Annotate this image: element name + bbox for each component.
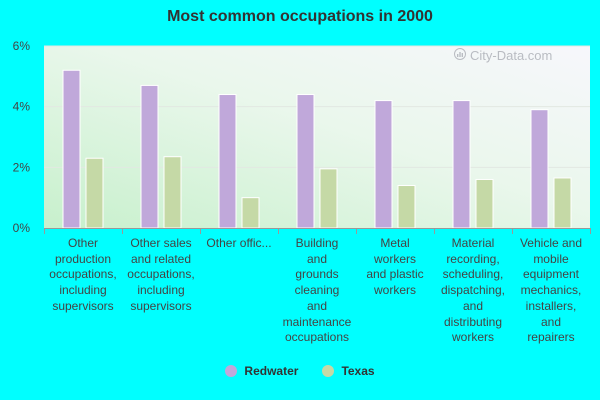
x-tick-label-line: occupations, — [127, 267, 195, 282]
x-tick-label-line: Vehicle and — [519, 236, 583, 250]
legend-label-texas: Texas — [341, 364, 375, 378]
legend-label-redwater: Redwater — [244, 364, 299, 378]
x-tick-label-line: Building — [295, 236, 339, 250]
x-tick-label-line: occupations, — [49, 267, 117, 282]
x-tick-label-line: workers — [451, 330, 494, 345]
x-tick-label: Other offic... — [201, 236, 277, 252]
bar-texas — [397, 185, 416, 229]
x-tick-label-line: production — [54, 251, 112, 266]
x-tick-label-line: repairers — [527, 330, 575, 345]
bar-redwater — [218, 94, 237, 229]
x-tick-label-line: supervisors — [52, 298, 114, 313]
x-tick-label-line: equipment — [522, 267, 580, 282]
x-tick-label: Other sales and related occupations, includ… — [123, 236, 199, 315]
legend-item-redwater: Redwater — [225, 364, 298, 378]
x-tick-label: Vehicle and mobile equipment mechanics, inst… — [513, 236, 589, 346]
x-tick-label: Material recording, scheduling, dispatching… — [435, 236, 511, 346]
bar-texas — [553, 177, 572, 229]
x-tick-label-line: Metal — [380, 236, 410, 250]
x-tick-label-line: and — [306, 298, 328, 313]
x-tick-label-line: and related — [130, 251, 192, 266]
x-tick-label-line: maintenance — [282, 314, 352, 329]
x-tick-label-line: occupations — [284, 330, 350, 345]
bar-texas — [475, 178, 494, 229]
watermark: City-Data.com — [454, 48, 552, 63]
plot-background — [44, 46, 590, 228]
x-tick-label-line: workers — [373, 251, 416, 266]
x-tick-label: Building and grounds cleaning and maintenance… — [279, 236, 355, 346]
x-tick-label-line: dispatching, — [440, 283, 506, 298]
x-tick-label-line: Other sales — [130, 236, 192, 250]
x-tick-label-line: supervisors — [130, 298, 192, 313]
x-tick-label-line: distributing — [443, 314, 503, 329]
x-tick-label-line: including — [137, 283, 185, 298]
x-tick-label: Metal workers and plastic workers — [357, 236, 433, 299]
legend: Redwater Texas — [0, 364, 600, 378]
x-tick-label-line: Other — [67, 236, 98, 250]
x-tick-label-line: scheduling, — [442, 267, 504, 282]
legend-swatch-texas — [322, 365, 335, 377]
bar-texas — [319, 168, 338, 229]
y-tick-label: 2% — [13, 160, 31, 174]
x-tick-label-line: workers — [373, 283, 416, 298]
bar-texas — [163, 156, 182, 229]
bars-layer — [62, 69, 572, 229]
x-tick-label-line: and — [540, 314, 562, 329]
chart-icon — [454, 48, 466, 63]
y-tick-label: 6% — [13, 39, 31, 53]
y-tick-label: 4% — [13, 100, 31, 114]
x-tick-label-line: mechanics, — [520, 283, 582, 298]
grid-layer — [44, 45, 590, 168]
x-tick-label-line: cleaning — [294, 283, 340, 298]
bar-texas — [241, 197, 260, 229]
axis-layer: 0% 2% 4% 6% — [13, 39, 591, 235]
x-tick-label-line: recording, — [446, 251, 500, 266]
x-tick-label-line: and — [306, 251, 328, 266]
bar-texas — [85, 157, 104, 229]
bar-redwater — [140, 84, 159, 229]
x-tick-label-line: Other offic... — [206, 236, 272, 250]
bar-redwater — [296, 94, 315, 229]
x-tick-label-line: grounds — [295, 267, 339, 282]
x-tick-label: Other production occupations, including supe… — [45, 236, 121, 315]
x-tick-label-line: and plastic — [366, 267, 424, 282]
x-tick-label-line: mobile — [533, 251, 569, 266]
x-tick-label-line: and — [462, 298, 484, 313]
legend-item-texas: Texas — [322, 364, 375, 378]
y-tick-label: 0% — [13, 221, 31, 235]
x-tick-label-line: Material — [451, 236, 495, 250]
bar-redwater — [530, 109, 549, 229]
x-tick-label-line: installers, — [525, 298, 577, 313]
watermark-text: City-Data.com — [470, 48, 553, 63]
legend-swatch-redwater — [225, 365, 238, 377]
chart-title: Most common occupations in 2000 — [167, 8, 433, 25]
bar-redwater — [374, 100, 393, 229]
bar-redwater — [452, 100, 471, 229]
bar-redwater — [62, 69, 81, 229]
x-tick-label-line: including — [59, 283, 107, 298]
